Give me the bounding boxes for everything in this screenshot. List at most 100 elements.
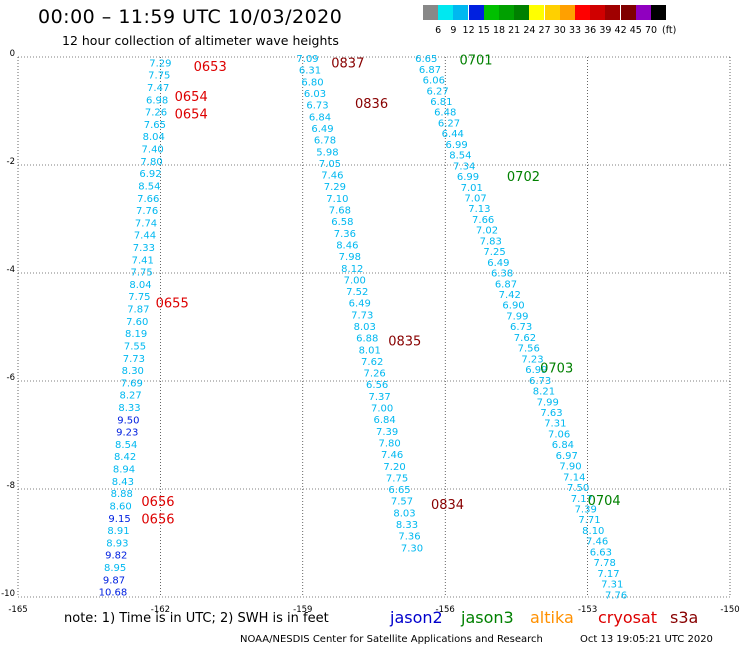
legend-label: 21 xyxy=(508,25,521,36)
data-value: 6.81 xyxy=(430,97,452,108)
data-value: 7.66 xyxy=(472,215,494,226)
legend-label: 27 xyxy=(538,25,551,36)
data-value: 5.98 xyxy=(316,147,338,158)
data-value: 6.98 xyxy=(146,95,168,106)
data-value: 8.93 xyxy=(106,538,128,549)
data-value: 7.26 xyxy=(145,108,167,119)
data-value: 7.46 xyxy=(586,537,608,548)
data-value: 6.92 xyxy=(139,169,161,180)
legend-label: 30 xyxy=(553,25,566,36)
data-value: 6.49 xyxy=(487,258,509,269)
data-value: 6.06 xyxy=(423,76,445,87)
data-value: 8.12 xyxy=(341,264,363,275)
pass-time-label: 0836 xyxy=(355,97,388,112)
data-value: 7.75 xyxy=(148,71,170,82)
data-value: 8.95 xyxy=(104,563,126,574)
data-value: 6.73 xyxy=(510,322,532,333)
data-value: 6.90 xyxy=(502,301,524,312)
data-value: 7.13 xyxy=(468,204,490,215)
x-tick-label: -156 xyxy=(436,605,455,615)
data-value: 7.78 xyxy=(594,558,616,569)
data-value: 7.80 xyxy=(378,438,400,449)
satellite-legend-s3a: s3a xyxy=(670,608,699,627)
data-value: 6.48 xyxy=(434,108,456,119)
legend-label: 45 xyxy=(629,25,642,36)
data-value: 7.99 xyxy=(537,397,559,408)
legend-swatch xyxy=(499,5,514,20)
y-tick-label: -4 xyxy=(7,265,15,275)
data-value: 7.36 xyxy=(334,229,356,240)
data-value: 6.84 xyxy=(309,112,331,123)
legend-swatch xyxy=(423,5,438,20)
data-value: 7.39 xyxy=(376,427,398,438)
data-value: 6.99 xyxy=(445,140,467,151)
data-value: 7.46 xyxy=(321,171,343,182)
data-value: 7.31 xyxy=(601,580,623,591)
footer-credit: NOAA/NESDIS Center for Satellite Applica… xyxy=(240,634,543,645)
legend-swatch xyxy=(575,5,590,20)
data-value: 7.46 xyxy=(381,450,403,461)
data-value: 7.52 xyxy=(346,287,368,298)
y-tick-label: -2 xyxy=(7,157,15,167)
data-value: 6.38 xyxy=(491,269,513,280)
data-value: 8.94 xyxy=(113,465,135,476)
y-tick-label: -10 xyxy=(1,589,15,599)
data-value: 6.63 xyxy=(590,547,612,558)
data-value: 6.65 xyxy=(388,485,410,496)
legend-label: 9 xyxy=(450,25,457,36)
data-value: 6.31 xyxy=(299,66,321,77)
data-value: 7.69 xyxy=(121,378,143,389)
legend-label: 6 xyxy=(435,25,442,36)
data-value: 7.40 xyxy=(142,145,164,156)
note-text: note: 1) Time is in UTC; 2) SWH is in fe… xyxy=(64,611,329,626)
data-value: 8.30 xyxy=(122,366,144,377)
data-value: 7.01 xyxy=(461,183,483,194)
legend-swatch xyxy=(438,5,454,20)
data-value: 7.41 xyxy=(132,255,154,266)
data-value: 7.06 xyxy=(548,429,570,440)
data-value: 7.23 xyxy=(521,354,543,365)
legend-swatch xyxy=(529,5,545,20)
legend-label: 39 xyxy=(599,25,612,36)
data-value: 7.66 xyxy=(137,194,159,205)
satellite-legend-jason3: jason3 xyxy=(461,608,514,627)
data-value: 6.99 xyxy=(457,172,479,183)
data-value: 7.33 xyxy=(133,243,155,254)
data-value: 8.04 xyxy=(143,132,165,143)
data-value: 9.82 xyxy=(105,551,127,562)
data-value: 7.14 xyxy=(563,472,585,483)
legend-swatch xyxy=(605,5,621,20)
data-value: 6.87 xyxy=(419,65,441,76)
data-value: 7.02 xyxy=(476,226,498,237)
legend-label: 15 xyxy=(477,25,490,36)
data-value: 6.84 xyxy=(373,415,395,426)
pass-time-label: 0835 xyxy=(388,335,421,350)
data-value: 7.62 xyxy=(361,357,383,368)
data-value: 6.49 xyxy=(349,299,371,310)
data-value: 8.01 xyxy=(359,345,381,356)
data-value: 6.84 xyxy=(552,440,574,451)
data-value: 6.56 xyxy=(366,380,388,391)
data-value: 6.87 xyxy=(495,279,517,290)
legend-label: 24 xyxy=(523,25,536,36)
data-value: 7.55 xyxy=(124,341,146,352)
data-value: 7.75 xyxy=(128,292,150,303)
legend-swatch xyxy=(651,5,666,20)
legend-swatch xyxy=(559,5,575,20)
data-value: 7.50 xyxy=(567,483,589,494)
satellite-legend-altika: altika xyxy=(530,608,574,627)
x-tick-label: -165 xyxy=(8,605,27,615)
data-value: 7.63 xyxy=(540,408,562,419)
data-value: 7.07 xyxy=(464,193,486,204)
data-value: 7.71 xyxy=(578,515,600,526)
data-value: 7.68 xyxy=(329,206,351,217)
data-value: 7.10 xyxy=(326,194,348,205)
data-value: 6.88 xyxy=(356,334,378,345)
data-value: 8.60 xyxy=(110,501,132,512)
pass-time-label: 0654 xyxy=(175,108,208,123)
data-value: 7.65 xyxy=(144,120,166,131)
legend-unit: (ft) xyxy=(662,25,677,36)
chart-title: 00:00 – 11:59 UTC 10/03/2020 xyxy=(38,6,343,28)
data-value: 7.17 xyxy=(571,494,593,505)
y-tick-label: -8 xyxy=(7,481,15,491)
